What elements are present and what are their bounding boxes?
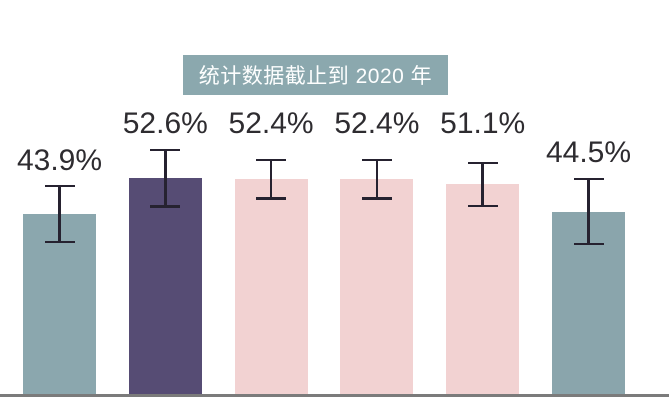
chart-title: 统计数据截止到 2020 年 [198, 65, 433, 88]
bar-value-label: 52.6% [122, 107, 208, 140]
error-bar-bottom-cap [361, 197, 392, 200]
bar [128, 178, 202, 394]
bar-value-label: 51.1% [440, 107, 526, 140]
x-axis-baseline [0, 394, 669, 397]
bar [234, 179, 308, 394]
bar [446, 184, 520, 394]
error-bar-line [481, 161, 484, 208]
error-bar-bottom-cap [467, 204, 498, 208]
error-bar-top-cap [573, 177, 604, 181]
chart-title-badge: 统计数据截止到 2020 年 [183, 55, 448, 95]
bar-value-label: 43.9% [16, 144, 103, 177]
error-bar-bottom-cap [573, 242, 604, 246]
error-bar-top-cap [150, 148, 181, 152]
bar-value-label: 52.4% [228, 107, 314, 140]
bar [23, 214, 96, 394]
error-bar-bottom-cap [44, 240, 75, 244]
error-bar-top-cap [361, 158, 392, 162]
error-bar-line [164, 148, 167, 208]
error-bar-top-cap [256, 158, 287, 162]
error-bar-bottom-cap [150, 205, 181, 208]
error-bar-top-cap [467, 161, 498, 165]
bar-value-label: 52.4% [334, 107, 420, 140]
error-bar-bottom-cap [256, 197, 287, 200]
error-bar-line [269, 158, 273, 200]
bar [340, 179, 414, 394]
bar-value-label: 44.5% [545, 136, 632, 169]
error-bar-line [587, 177, 590, 246]
error-bar-line [375, 158, 379, 200]
error-bar-top-cap [44, 184, 75, 188]
error-bar-line [58, 184, 61, 244]
